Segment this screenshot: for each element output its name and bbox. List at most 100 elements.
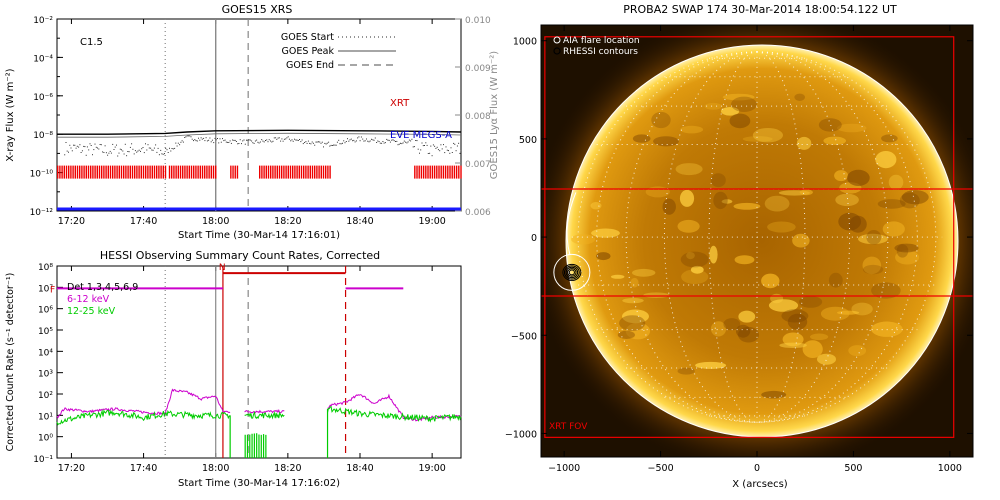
goes-coverage-tick	[455, 165, 458, 179]
active-region	[823, 136, 846, 145]
goes-coverage-tick	[193, 165, 195, 179]
goes-eve-point	[235, 141, 237, 142]
goes-eve-point	[412, 146, 414, 148]
flare-pointer	[566, 192, 577, 255]
hessi-xtick-label: 18:40	[346, 463, 373, 474]
goes-eve-point	[164, 153, 165, 155]
legend-goes-peak: GOES Peak	[282, 46, 335, 57]
goes-eve-point	[397, 144, 399, 146]
goes-coverage-tick	[140, 165, 142, 179]
hessi-xlabel: Start Time (30-Mar-14 17:16:02)	[178, 478, 340, 489]
dark-region	[849, 215, 867, 233]
goes-eve-point	[176, 145, 178, 147]
active-region	[645, 186, 670, 198]
goes-y2tick-label: 0.010	[465, 16, 491, 26]
goes-eve-point	[215, 139, 217, 141]
goes-eve-point	[339, 143, 341, 145]
dark-region	[866, 230, 882, 245]
swap-xtick-label: −1000	[548, 463, 580, 474]
swap-y-axis: −1000 −500 0 500 1000	[505, 37, 973, 440]
goes-eve-point	[153, 147, 155, 149]
goes-coverage-tick	[261, 165, 263, 179]
goes-eve-point	[179, 144, 181, 146]
goes-eve-point	[391, 139, 393, 141]
legend-goes-end: GOES End	[286, 60, 334, 71]
goes-eve-point	[347, 138, 348, 140]
hessi-ytick-label: 10²	[38, 391, 53, 401]
goes-eve-point	[224, 139, 226, 141]
goes-coverage-tick	[414, 165, 416, 179]
hessi-flag-f: F	[50, 285, 55, 295]
goes-eve-point	[238, 143, 240, 144]
goes-eve-point	[278, 137, 280, 139]
dark-region	[736, 324, 751, 338]
goes-coverage-tick	[70, 165, 72, 179]
goes-coverage-tick	[416, 165, 418, 179]
goes-eve-point	[436, 146, 438, 148]
goes-coverage-tick	[142, 165, 145, 179]
goes-eve-point	[307, 140, 309, 142]
goes-eve-point	[84, 146, 86, 148]
hessi-ytick-label: 10⁵	[38, 327, 53, 337]
goes-coverage-tick	[298, 165, 300, 179]
goes-ytick-label: 10⁻¹²	[30, 208, 54, 218]
active-region	[875, 151, 897, 169]
goes-eve-point	[155, 144, 157, 146]
goes-eve-point	[76, 145, 78, 147]
active-region	[679, 189, 695, 207]
goes-eve-point	[288, 138, 290, 140]
goes-coverage-tick	[230, 165, 232, 179]
goes-eve-point	[363, 140, 365, 142]
goes-eve-point	[458, 142, 460, 144]
active-region	[571, 234, 596, 245]
goes-eve-point	[382, 141, 384, 142]
dark-region	[794, 93, 805, 102]
goes-eve-point	[85, 154, 87, 156]
active-region	[888, 174, 904, 190]
goes-eve-point	[162, 153, 164, 155]
goes-eve-point	[118, 152, 120, 154]
active-region	[799, 189, 813, 196]
goes-eve-point	[112, 143, 114, 145]
goes-y-axis: 10⁻¹² 10⁻¹⁰ 10⁻⁸ 10⁻⁶ 10⁻⁴ 10⁻²	[30, 16, 63, 218]
active-region	[721, 107, 740, 116]
goes-eve-point	[449, 152, 451, 154]
dark-region	[877, 199, 906, 209]
goes-coverage-tick	[429, 165, 431, 179]
goes-eve-point	[140, 150, 141, 152]
goes-eve-point	[378, 141, 380, 143]
goes-eve-point	[270, 140, 271, 142]
goes-coverage-tick	[259, 165, 261, 179]
goes-eve-point	[340, 143, 342, 145]
dark-region	[818, 118, 842, 132]
goes-eve-point	[253, 142, 255, 144]
dark-region	[677, 367, 695, 375]
goes-eve-point	[357, 137, 359, 139]
active-region	[733, 202, 761, 210]
goes-eve-point	[193, 140, 194, 142]
goes-eve-point	[396, 140, 398, 142]
hessi-xtick-label: 17:20	[58, 463, 85, 474]
goes-y2tick-label: 0.009	[465, 64, 491, 74]
goes-eve-point	[354, 141, 356, 143]
goes-eve-point	[70, 147, 72, 149]
goes-legend: GOES Start GOES Peak GOES End	[281, 32, 396, 71]
goes-eve-point	[360, 136, 362, 138]
goes-eve-point	[450, 147, 452, 149]
active-region	[630, 277, 639, 288]
goes-eve-point	[229, 140, 231, 142]
goes-eve-point	[89, 143, 91, 145]
goes-eve-point	[73, 144, 75, 146]
goes-eve-point	[295, 139, 297, 141]
goes-xtick-label: 18:20	[274, 216, 301, 227]
hessi-ytick-label: 10⁷	[38, 284, 53, 294]
goes-series	[57, 129, 462, 211]
active-region	[796, 136, 812, 150]
goes-eve-point	[99, 144, 101, 145]
goes-eve-point	[165, 147, 167, 149]
goes-eve-point	[170, 150, 172, 152]
goes-eve-point	[113, 149, 115, 150]
active-region	[695, 361, 727, 369]
goes-coverage-bars	[57, 165, 462, 179]
goes-eve-point	[116, 144, 117, 146]
